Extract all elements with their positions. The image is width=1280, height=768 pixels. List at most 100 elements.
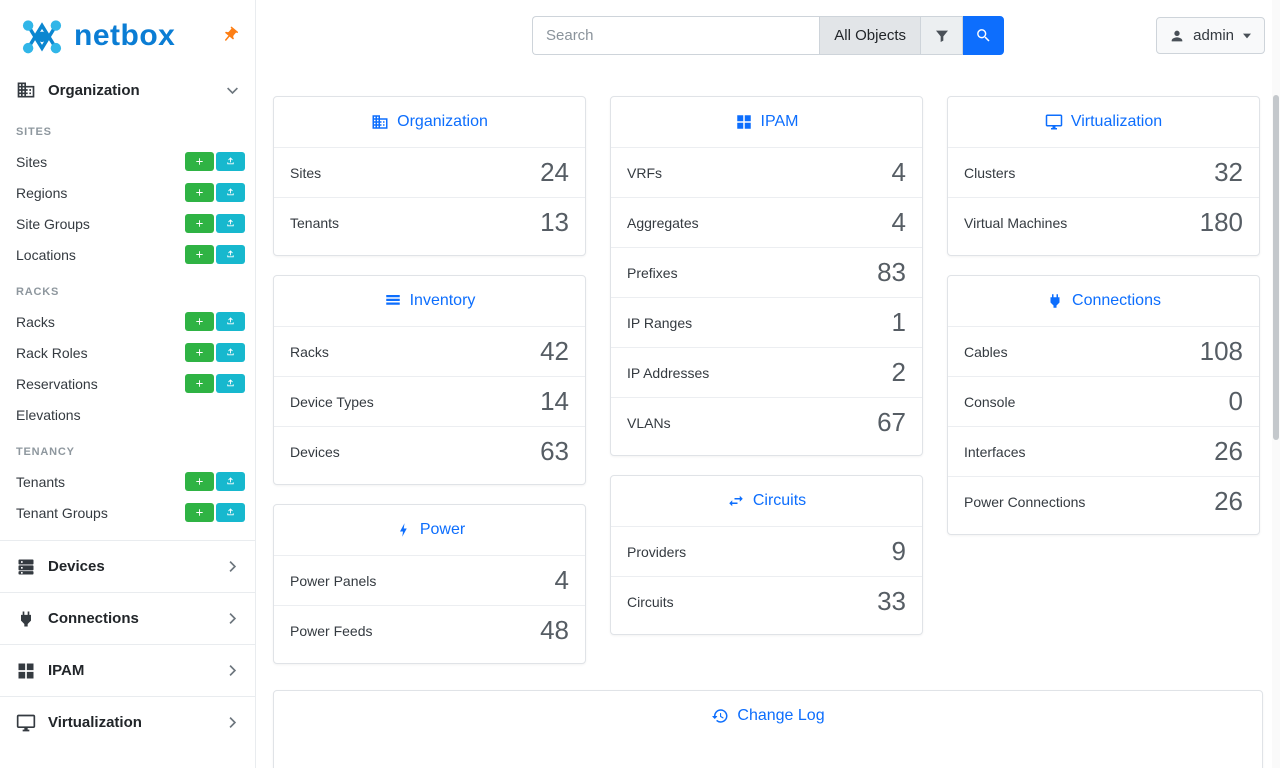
add-reservations-button[interactable]	[185, 374, 214, 393]
devices-count[interactable]: 63	[540, 436, 569, 466]
building-icon	[372, 115, 388, 129]
import-reservations-button[interactable]	[216, 374, 245, 393]
ip-ranges-count[interactable]: 1	[891, 307, 906, 337]
sidebar-group-virtualization[interactable]: Virtualization	[0, 696, 255, 748]
stat-row-vlans: VLANs 67	[611, 397, 922, 447]
device-types-link[interactable]: Device Types	[290, 393, 374, 410]
providers-count[interactable]: 9	[891, 536, 906, 566]
regions-link[interactable]: Regions	[16, 184, 68, 201]
power-feeds-link[interactable]: Power Feeds	[290, 622, 373, 639]
site-groups-link[interactable]: Site Groups	[16, 215, 90, 232]
sidebar-group-connections[interactable]: Connections	[0, 592, 255, 644]
sidebar-item-reservations: Reservations	[0, 368, 255, 399]
prefixes-link[interactable]: Prefixes	[627, 264, 678, 281]
add-tenants-button[interactable]	[185, 472, 214, 491]
add-racks-button[interactable]	[185, 312, 214, 331]
import-locations-button[interactable]	[216, 245, 245, 264]
locations-link[interactable]: Locations	[16, 246, 76, 263]
reservations-link[interactable]: Reservations	[16, 375, 98, 392]
power-connections-count[interactable]: 26	[1214, 486, 1243, 516]
add-sites-button[interactable]	[185, 152, 214, 171]
tenants-link[interactable]: Tenants	[290, 214, 340, 231]
sidebar-pin-button[interactable]	[219, 25, 241, 47]
search-scope-button[interactable]: All Objects	[819, 16, 920, 55]
ip-ranges-link[interactable]: IP Ranges	[627, 314, 693, 331]
import-tenant-groups-button[interactable]	[216, 503, 245, 522]
vlans-count[interactable]: 67	[877, 407, 906, 437]
card-title-organization[interactable]: Organization	[274, 97, 585, 147]
vrfs-link[interactable]: VRFs	[627, 164, 662, 181]
add-rack-roles-button[interactable]	[185, 343, 214, 362]
sidebar-group-ipam[interactable]: IPAM	[0, 644, 255, 696]
import-regions-button[interactable]	[216, 183, 245, 202]
providers-link[interactable]: Providers	[627, 543, 687, 560]
add-site-groups-button[interactable]	[185, 214, 214, 233]
add-regions-button[interactable]	[185, 183, 214, 202]
upload-icon	[227, 188, 234, 196]
card-title-change-log[interactable]: Change Log	[274, 691, 1262, 741]
prefixes-count[interactable]: 83	[877, 257, 906, 287]
card-title-ipam[interactable]: IPAM	[611, 97, 922, 147]
card-title-inventory[interactable]: Inventory	[274, 276, 585, 326]
tenants-count[interactable]: 13	[540, 207, 569, 237]
sidebar-item-elevations: Elevations	[0, 399, 255, 430]
sites-count[interactable]: 24	[540, 157, 569, 187]
card-title-connections[interactable]: Connections	[948, 276, 1259, 326]
ip-addresses-count[interactable]: 2	[891, 357, 906, 387]
add-tenant-groups-button[interactable]	[185, 503, 214, 522]
circuits-link[interactable]: Circuits	[627, 593, 674, 610]
search-submit-button[interactable]	[963, 16, 1004, 55]
brand-name[interactable]: netbox	[74, 19, 176, 52]
virtual-machines-count[interactable]: 180	[1199, 207, 1243, 237]
add-locations-button[interactable]	[185, 245, 214, 264]
sidebar-group-organization[interactable]: Organization	[0, 70, 255, 110]
card-title-virtualization[interactable]: Virtualization	[948, 97, 1259, 147]
sites-link[interactable]: Sites	[16, 153, 48, 170]
import-site-groups-button[interactable]	[216, 214, 245, 233]
racks-count[interactable]: 42	[540, 336, 569, 366]
circuits-count[interactable]: 33	[877, 586, 906, 616]
interfaces-link[interactable]: Interfaces	[964, 443, 1026, 460]
power-feeds-count[interactable]: 48	[540, 615, 569, 645]
netbox-logo-icon[interactable]	[16, 13, 68, 59]
aggregates-link[interactable]: Aggregates	[627, 214, 699, 231]
cables-link[interactable]: Cables	[964, 343, 1008, 360]
import-rack-roles-button[interactable]	[216, 343, 245, 362]
racks-link[interactable]: Racks	[290, 343, 329, 360]
vrfs-count[interactable]: 4	[891, 157, 906, 187]
devices-link[interactable]: Devices	[290, 443, 340, 460]
cables-count[interactable]: 108	[1199, 336, 1243, 366]
device-types-count[interactable]: 14	[540, 386, 569, 416]
tenants-link[interactable]: Tenants	[16, 473, 66, 490]
card-title-power[interactable]: Power	[274, 505, 585, 555]
card-title-circuits[interactable]: Circuits	[611, 476, 922, 526]
card-title-text: Circuits	[752, 492, 807, 509]
import-racks-button[interactable]	[216, 312, 245, 331]
sidebar-item-locations: Locations	[0, 239, 255, 270]
aggregates-count[interactable]: 4	[891, 207, 906, 237]
power-panels-count[interactable]: 4	[554, 565, 569, 595]
console-count[interactable]: 0	[1228, 386, 1243, 416]
page-scrollbar-thumb[interactable]	[1273, 95, 1279, 440]
racks-link[interactable]: Racks	[16, 313, 55, 330]
console-link[interactable]: Console	[964, 393, 1016, 410]
interfaces-count[interactable]: 26	[1214, 436, 1243, 466]
rack-roles-link[interactable]: Rack Roles	[16, 344, 88, 361]
import-tenants-button[interactable]	[216, 472, 245, 491]
clusters-count[interactable]: 32	[1214, 157, 1243, 187]
import-sites-button[interactable]	[216, 152, 245, 171]
building-icon	[17, 82, 35, 98]
vlans-link[interactable]: VLANs	[627, 414, 671, 431]
clusters-link[interactable]: Clusters	[964, 164, 1016, 181]
elevations-link[interactable]: Elevations	[16, 406, 81, 423]
filter-button[interactable]	[920, 16, 963, 55]
sites-link[interactable]: Sites	[290, 164, 322, 181]
search-input[interactable]	[532, 16, 820, 55]
power-connections-link[interactable]: Power Connections	[964, 493, 1086, 510]
sidebar-group-devices[interactable]: Devices	[0, 540, 255, 592]
user-menu-button[interactable]: admin	[1156, 17, 1265, 54]
ip-addresses-link[interactable]: IP Addresses	[627, 364, 710, 381]
power-panels-link[interactable]: Power Panels	[290, 572, 377, 589]
virtual-machines-link[interactable]: Virtual Machines	[964, 214, 1068, 231]
tenant-groups-link[interactable]: Tenant Groups	[16, 504, 108, 521]
